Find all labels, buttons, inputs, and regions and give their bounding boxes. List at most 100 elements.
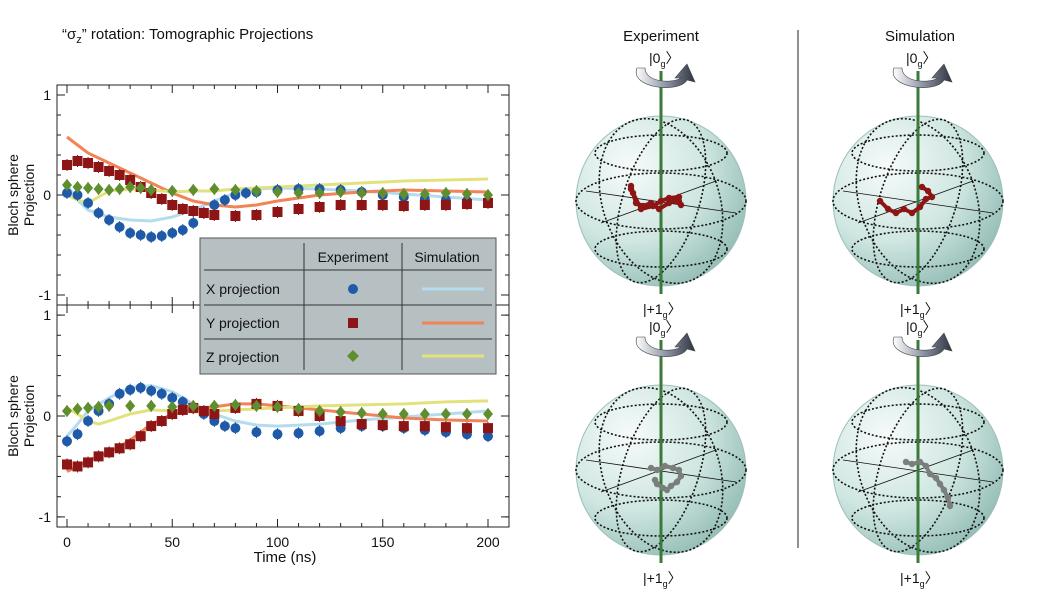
data-point-circle [104, 215, 115, 225]
data-point-diamond [251, 185, 262, 197]
data-point-square [177, 204, 188, 214]
y-label-line2: Projection [21, 385, 37, 447]
data-point-circle [83, 198, 94, 208]
data-point-diamond [398, 188, 409, 200]
data-point-circle [83, 416, 94, 427]
data-point-square [135, 431, 146, 442]
data-point-square [377, 200, 388, 210]
trajectory-point [647, 464, 655, 472]
legend-label-z: Z projection [206, 349, 279, 365]
data-point-diamond [167, 400, 178, 413]
data-point-square [461, 199, 472, 209]
data-point-diamond [188, 399, 199, 412]
state-label-top: |0g〉 [649, 50, 679, 69]
legend-label-y: Y projection [206, 315, 280, 331]
state-label-bottom: |+1g〉 [643, 301, 682, 320]
data-point-square [167, 408, 178, 419]
data-point-circle [62, 188, 72, 198]
data-point-square [125, 439, 136, 450]
data-point-circle [135, 230, 146, 240]
x-tick-label: 150 [371, 534, 395, 550]
sphere-equator [575, 172, 747, 230]
y-axis-label-bottom: Bloch sphere Projection [5, 375, 37, 457]
bloch-sphere-simulation: |0g〉 |+1g〉 [832, 319, 1004, 589]
trajectory-point [924, 187, 932, 195]
trajectory-path [904, 460, 952, 508]
x-tick-label: 50 [164, 534, 180, 550]
data-point-circle [251, 427, 262, 438]
data-point-diamond [62, 179, 72, 191]
sphere-latitude [851, 230, 985, 268]
sphere-meridian [872, 387, 964, 553]
data-point-square [93, 162, 104, 172]
data-point-diamond [293, 187, 304, 199]
rotation-arrow-icon [892, 332, 953, 357]
data-point-circle [125, 228, 136, 238]
data-point-diamond [314, 187, 325, 199]
data-point-square [251, 210, 262, 220]
x-tick-label: 100 [266, 534, 290, 550]
data-point-diamond [440, 187, 451, 199]
data-point-square [114, 443, 125, 454]
data-point-square [398, 421, 409, 432]
trajectory-point [900, 205, 908, 213]
rotation-arrow-icon [635, 63, 696, 88]
data-point-diamond [272, 400, 283, 413]
x-axis-label: Time (ns) [254, 549, 317, 566]
data-point-diamond [83, 182, 94, 194]
data-point-diamond [335, 405, 346, 418]
data-point-diamond [135, 182, 146, 194]
trajectory-path [878, 185, 934, 215]
data-point-circle [146, 232, 157, 242]
data-point-square [93, 451, 104, 462]
data-point-circle [135, 382, 146, 393]
data-point-square [419, 421, 430, 432]
trajectory-point [918, 183, 926, 191]
data-point-diamond [356, 406, 367, 419]
data-point-circle [177, 396, 188, 407]
sphere-latitude [594, 134, 728, 172]
sphere-meridian [872, 118, 964, 284]
trajectory-point [667, 482, 675, 490]
trajectory-point [884, 205, 892, 213]
data-point-square [293, 204, 304, 214]
trajectory-point [908, 460, 916, 468]
data-point-diamond [209, 399, 220, 412]
data-point-circle [483, 431, 493, 442]
data-point-square [146, 421, 157, 432]
data-point-circle [209, 200, 220, 210]
figure-title: “σz” rotation: Tomographic Projections [62, 26, 313, 46]
data-point-circle [72, 190, 83, 200]
data-point-diamond [272, 186, 283, 198]
legend-marker-circle [348, 284, 358, 294]
trajectory-point [936, 480, 944, 488]
data-point-circle [156, 231, 167, 241]
data-point-square [314, 202, 325, 212]
data-point-square [356, 419, 367, 430]
data-point-square [156, 416, 167, 427]
sphere-latitude [851, 134, 985, 172]
y-tick-label: -1 [39, 509, 52, 525]
y-label-line2: Projection [21, 164, 37, 226]
data-point-square [83, 158, 94, 168]
trajectory-point [916, 458, 924, 466]
bloch-sphere-simulation: |0g〉 |+1g〉 [832, 50, 1004, 320]
state-label-bottom: |+1g〉 [643, 570, 682, 589]
data-point-circle [230, 423, 241, 434]
data-point-diamond [377, 187, 388, 199]
trajectory-point [940, 486, 948, 494]
sphere-equator [832, 172, 1004, 230]
trajectory-point [677, 472, 685, 480]
data-point-diamond [146, 184, 157, 196]
data-point-diamond [440, 407, 451, 420]
x-tick-label: 0 [63, 534, 71, 550]
y-tick-label: 0 [43, 187, 51, 203]
data-point-diamond [419, 188, 430, 200]
sphere-meridian [615, 387, 707, 553]
data-point-diamond [93, 400, 104, 413]
data-point-square [419, 200, 430, 210]
data-point-circle [125, 384, 136, 395]
sphere-latitude [594, 403, 728, 441]
legend-label-x: X projection [206, 281, 280, 297]
data-point-diamond [114, 183, 125, 195]
